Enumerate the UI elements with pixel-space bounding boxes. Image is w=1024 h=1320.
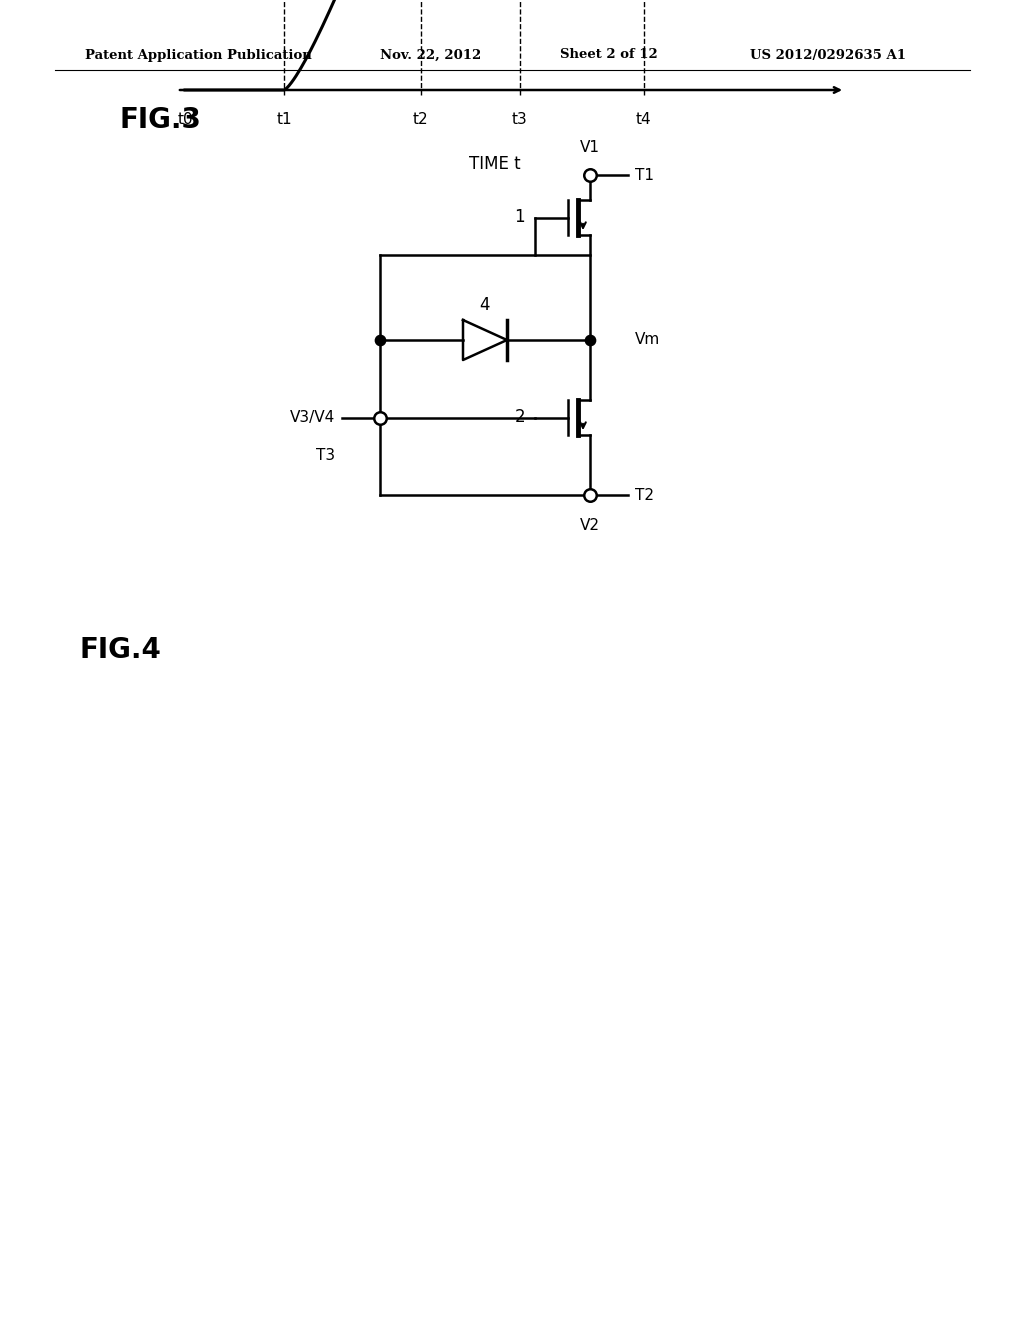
Text: T2: T2	[635, 487, 654, 503]
Text: Sheet 2 of 12: Sheet 2 of 12	[560, 49, 657, 62]
Text: V1: V1	[580, 140, 600, 154]
Point	[582, 330, 598, 351]
Text: Patent Application Publication: Patent Application Publication	[85, 49, 311, 62]
Text: FIG.3: FIG.3	[120, 106, 202, 135]
Text: 1: 1	[514, 209, 525, 227]
Text: Nov. 22, 2012: Nov. 22, 2012	[380, 49, 481, 62]
Text: V2: V2	[580, 517, 600, 532]
Text: t0: t0	[177, 112, 193, 127]
Text: t2: t2	[413, 112, 428, 127]
Text: FIG.4: FIG.4	[80, 636, 162, 664]
Text: TIME t: TIME t	[469, 154, 521, 173]
Text: T1: T1	[635, 168, 654, 182]
Text: US 2012/0292635 A1: US 2012/0292635 A1	[750, 49, 906, 62]
Point	[372, 330, 388, 351]
Text: T3: T3	[315, 447, 335, 463]
Text: 2: 2	[514, 408, 525, 426]
Text: 4: 4	[480, 296, 490, 314]
Text: t3: t3	[512, 112, 527, 127]
Text: t4: t4	[636, 112, 651, 127]
Point	[582, 484, 598, 506]
Text: V3/V4: V3/V4	[290, 411, 335, 425]
Text: Vm: Vm	[635, 333, 660, 347]
Text: t1: t1	[276, 112, 292, 127]
